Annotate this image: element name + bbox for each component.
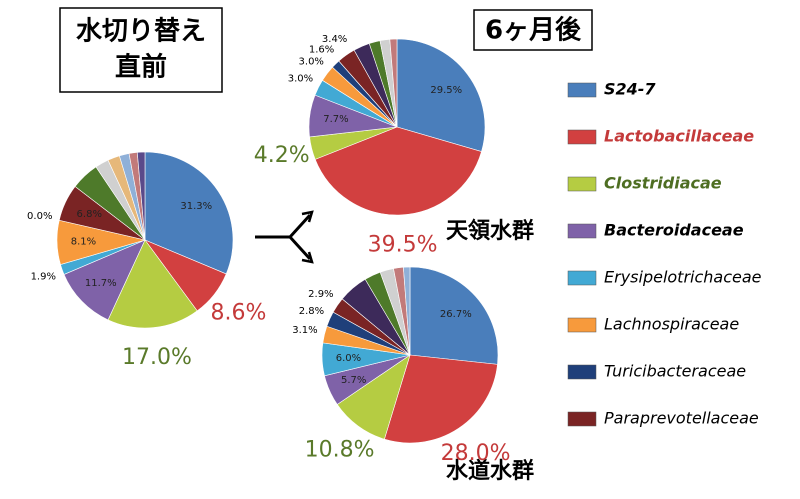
pie-slice (409, 266, 499, 365)
pie-slice (403, 266, 411, 356)
value-label: 5.7% (341, 375, 366, 386)
value-label: 8.6% (210, 300, 266, 325)
value-label: 8.1% (71, 237, 96, 248)
legend-swatch (567, 364, 597, 380)
pie-slice (63, 239, 146, 321)
value-label: 6.8% (77, 209, 102, 220)
value-label: 11.7% (85, 278, 117, 289)
value-label: 26.7% (440, 309, 472, 320)
legend-label: Paraprevotellaceae (604, 409, 759, 428)
pie-slice (314, 126, 482, 216)
value-label: 3.0% (288, 74, 313, 85)
title-box (59, 7, 223, 93)
annotation-box (473, 9, 593, 51)
legend-label: Lachnospiraceae (604, 315, 739, 334)
legend-label: Bacteroidaceae (604, 221, 744, 240)
value-label: 28.0% (441, 441, 511, 466)
value-label: 3.4% (322, 34, 347, 45)
value-label: 31.3% (180, 201, 212, 212)
value-label: 2.8% (299, 306, 324, 317)
pie-slice (396, 38, 486, 152)
value-label: 4.2% (254, 143, 310, 168)
pie-slice (136, 151, 146, 241)
value-label: 1.9% (31, 271, 56, 282)
value-label: 39.5% (368, 233, 438, 258)
value-label: 3.0% (299, 56, 324, 67)
legend-swatch (567, 129, 597, 145)
pie-slice (107, 239, 198, 329)
value-label: 0.0% (27, 211, 52, 222)
pie-slice (144, 151, 234, 275)
legend-swatch (567, 82, 597, 98)
group-label: 水道水群 (446, 458, 534, 484)
value-label: 3.1% (292, 325, 317, 336)
pie-slice (389, 38, 398, 128)
pie-slice (384, 354, 498, 444)
legend-swatch (567, 176, 597, 192)
chart-title: 直前 (115, 52, 167, 83)
legend-swatch (567, 411, 597, 427)
value-label: 10.8% (305, 438, 375, 463)
legend-label: Clostridiacae (604, 174, 722, 193)
legend-swatch (567, 270, 597, 286)
arrow (255, 210, 314, 264)
annotation: 6ヶ月後 (485, 15, 582, 46)
value-label: 7.7% (323, 114, 348, 125)
legend-label: Erysipelotrichaceae (604, 268, 762, 287)
legend-label: S24-7 (604, 80, 656, 99)
group-label: 天領水群 (446, 218, 534, 244)
legend-label: Turicibacteraceae (604, 362, 746, 381)
value-label: 2.9% (308, 289, 333, 300)
chart-title: 水切り替え (76, 17, 206, 47)
legend-swatch (567, 317, 597, 333)
value-label: 29.5% (430, 85, 462, 96)
value-label: 17.0% (122, 345, 192, 370)
legend-swatch (567, 223, 597, 239)
value-label: 6.0% (336, 353, 361, 364)
legend-label: Lactobacillaceae (604, 127, 754, 146)
value-label: 1.6% (309, 45, 334, 56)
